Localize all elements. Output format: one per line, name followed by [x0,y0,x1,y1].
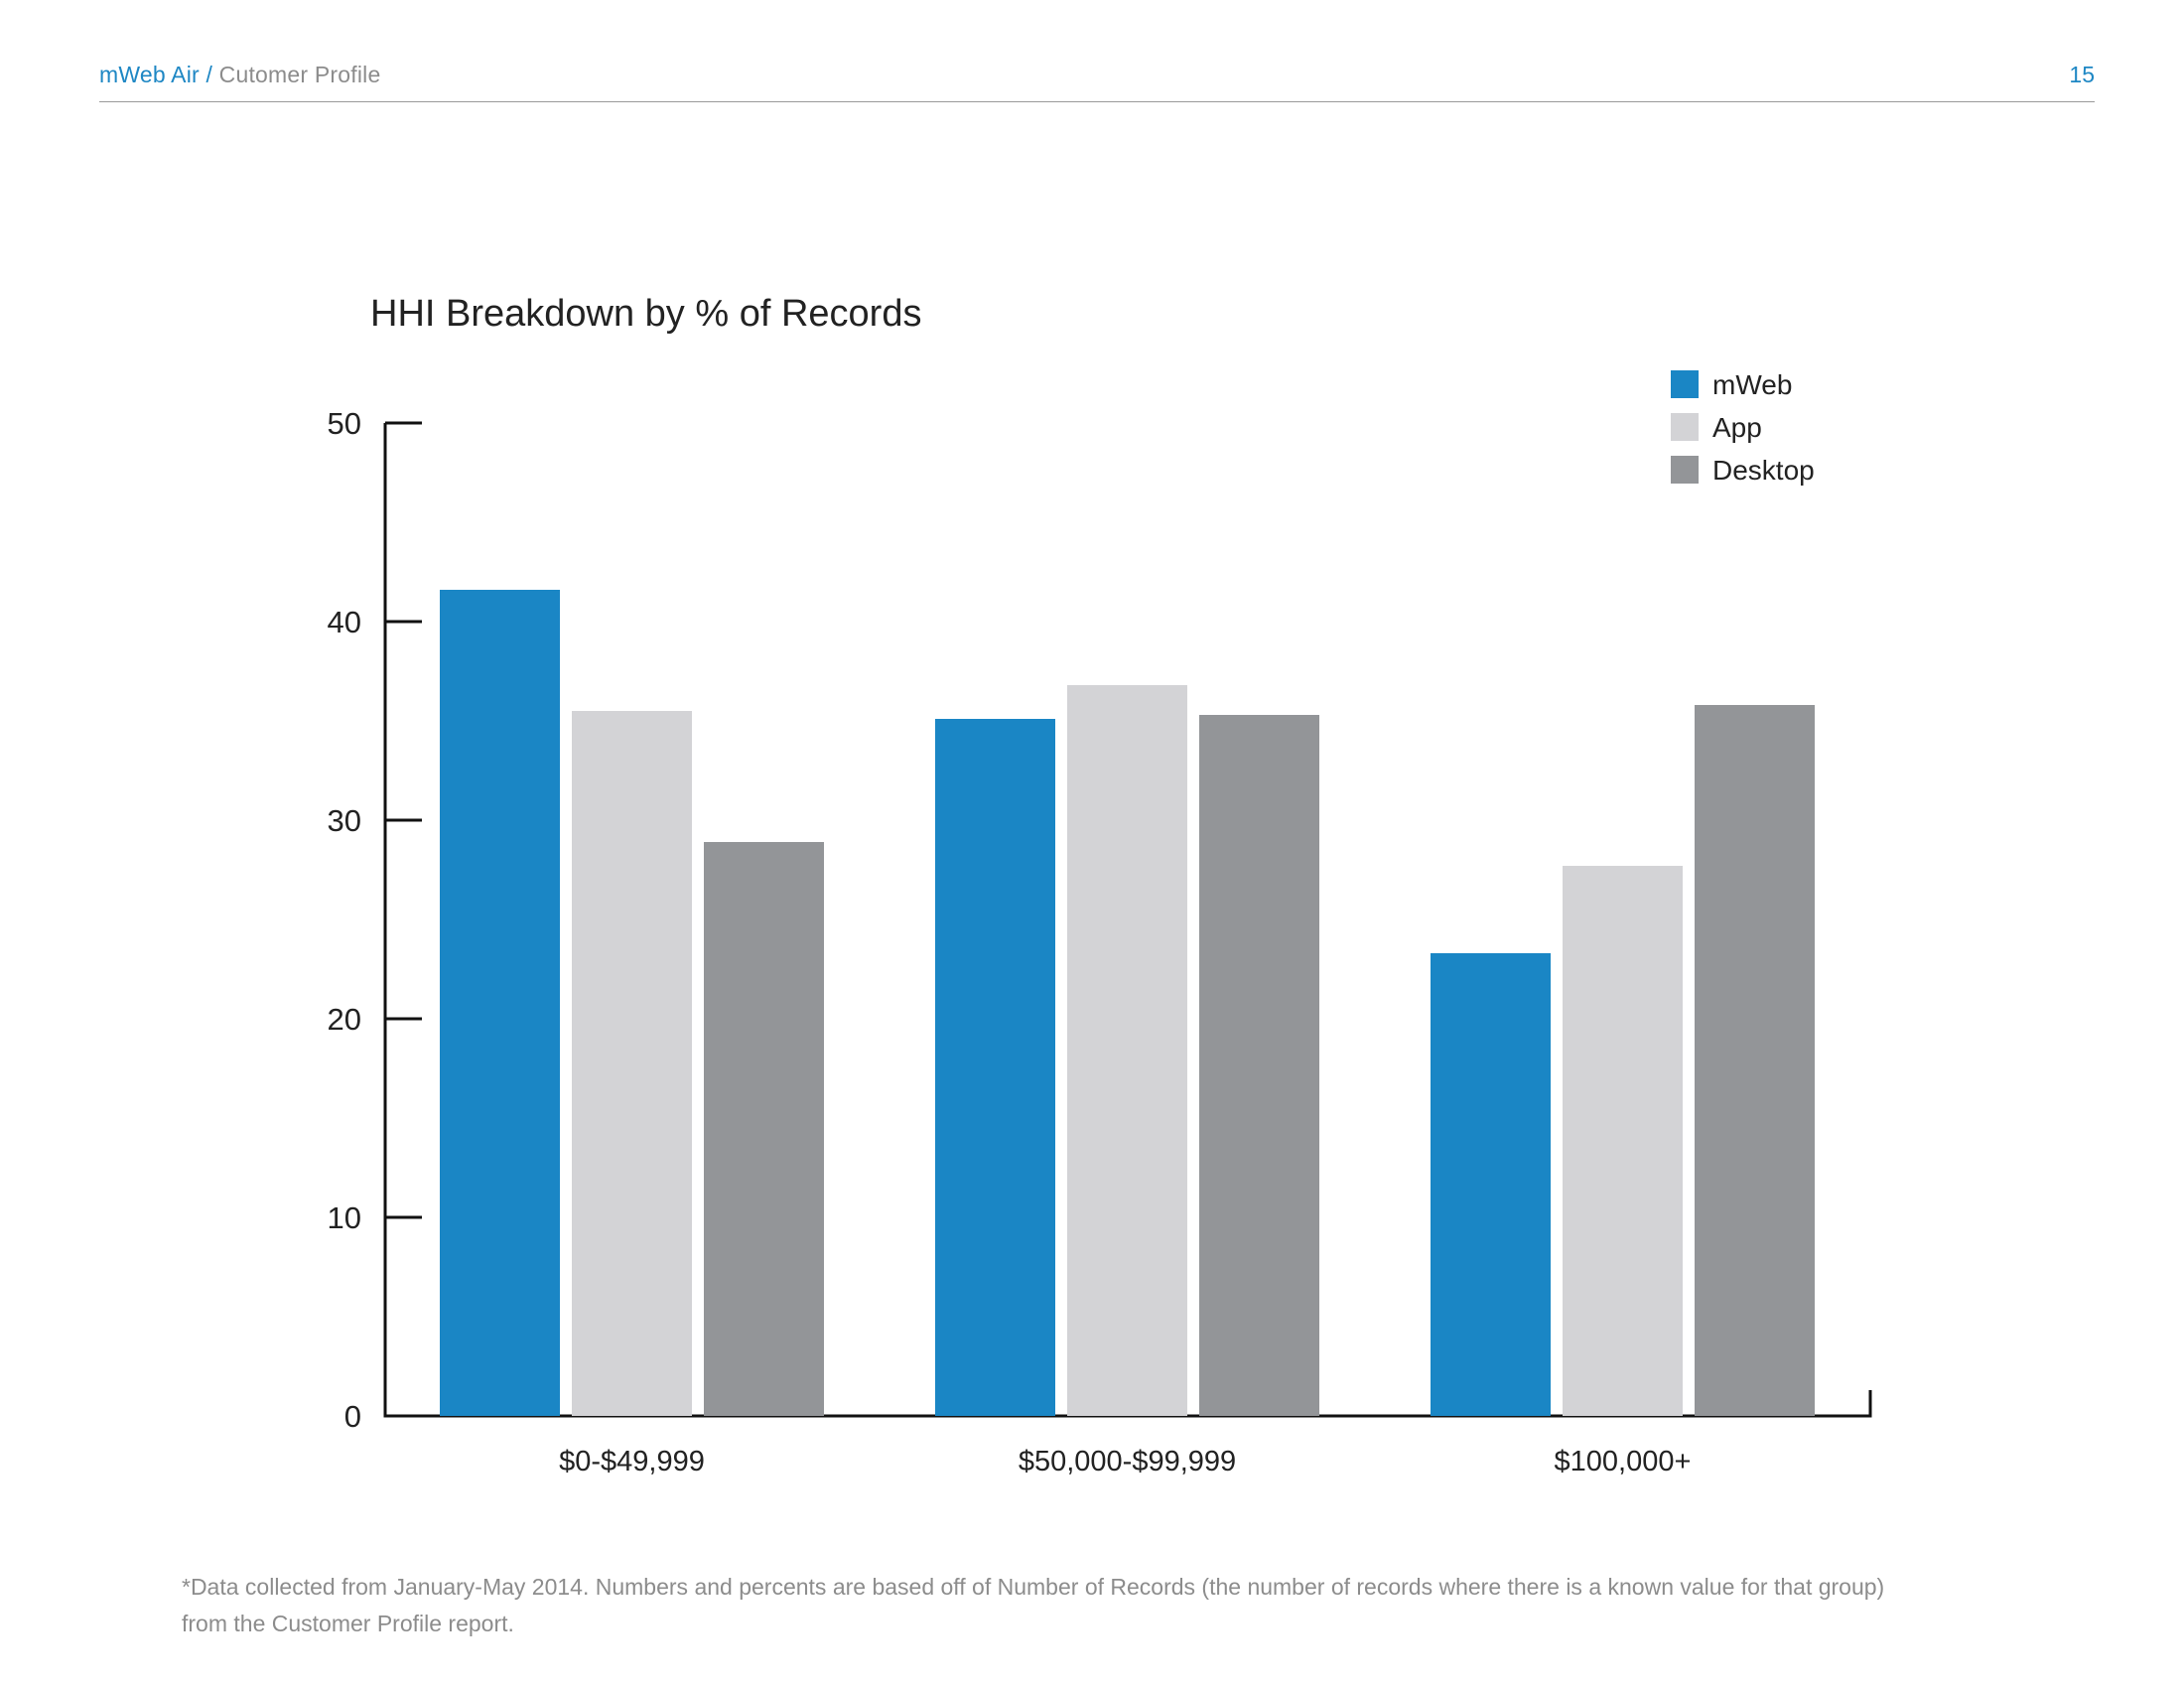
y-tick-label-40: 40 [328,605,361,639]
bar-mweb-1 [935,719,1055,1416]
bar-desktop-2 [1695,705,1815,1416]
breadcrumb-app-name: mWeb Air [99,62,200,87]
legend-swatch-desktop [1671,456,1699,484]
footnote: *Data collected from January-May 2014. N… [182,1569,2068,1642]
y-tick-label-0: 0 [344,1399,361,1434]
page-number: 15 [2069,62,2095,87]
bar-app-0 [572,711,692,1416]
bar-desktop-1 [1199,715,1319,1416]
bar-mweb-0 [440,590,560,1416]
legend-label-app: App [1712,412,1762,443]
legend-swatch-mweb [1671,370,1699,398]
bar-app-2 [1563,866,1683,1416]
y-tick-label-20: 20 [328,1002,361,1037]
breadcrumb-page-name: Cutomer Profile [218,62,381,87]
footnote-line-1: *Data collected from January-May 2014. N… [182,1574,1885,1600]
bar-desktop-0 [704,842,824,1416]
legend-label-desktop: Desktop [1712,455,1815,486]
y-tick-label-30: 30 [328,803,361,838]
breadcrumb-separator: / [205,62,213,87]
footnote-line-2: from the Customer Profile report. [182,1611,514,1636]
chart-title: HHI Breakdown by % of Records [370,293,921,335]
page-header: mWeb Air / Cutomer Profile 15 [99,62,2095,102]
y-tick-label-10: 10 [328,1200,361,1235]
legend-swatch-app [1671,413,1699,441]
bar-app-1 [1067,685,1187,1416]
category-label-1: $50,000-$99,999 [1019,1446,1236,1477]
category-label-2: $100,000+ [1555,1446,1692,1477]
breadcrumb: mWeb Air / Cutomer Profile [99,62,380,88]
bar-mweb-2 [1431,953,1551,1416]
category-label-0: $0-$49,999 [559,1446,705,1477]
legend-label-mweb: mWeb [1712,369,1792,400]
y-tick-label-50: 50 [328,406,361,441]
